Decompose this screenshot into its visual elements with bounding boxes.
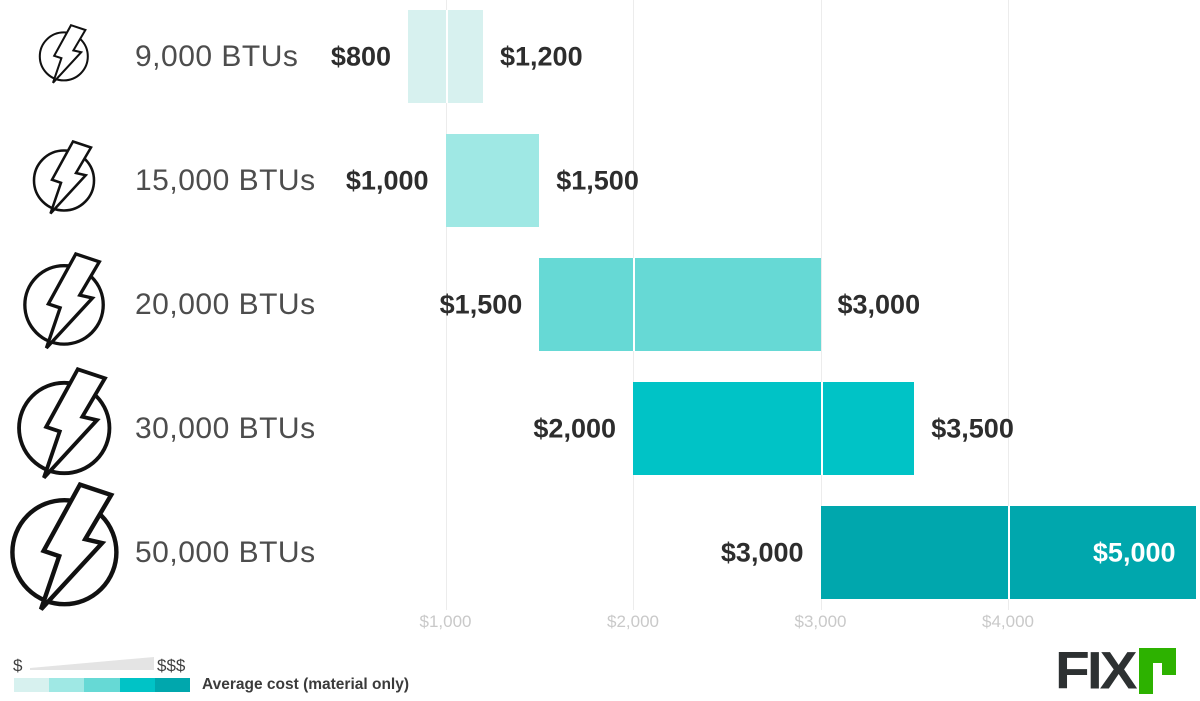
range-bar (445, 134, 540, 227)
legend-wedge-icon (30, 657, 154, 670)
lightning-bolt-icon (10, 367, 123, 485)
x-tick-label: $1,000 (419, 612, 472, 631)
category-label: 30,000 BTUs (135, 411, 316, 445)
lightning-bolt-icon (2, 482, 132, 617)
category-label: 50,000 BTUs (135, 535, 316, 569)
bar-gridline-gap (633, 258, 635, 351)
legend-swatch (49, 678, 85, 692)
x-tick-label: $2,000 (607, 612, 659, 631)
max-price-label: $1,500 (556, 165, 639, 195)
min-price-label: $1,000 (345, 165, 429, 195)
min-price-label: $2,000 (533, 413, 616, 443)
legend-swatch (154, 678, 191, 692)
legend-label: Average cost (material only) (202, 676, 410, 693)
legend-swatch (119, 678, 155, 692)
range-bar (539, 258, 821, 351)
lightning-bolt-icon (17, 251, 115, 355)
bar-gridline-gap (820, 382, 823, 475)
max-price-label: $5,000 (1092, 537, 1176, 567)
lightning-bolt-icon (28, 139, 103, 220)
category-label: 15,000 BTUs (135, 163, 316, 197)
max-price-label: $3,000 (837, 289, 921, 319)
category-label: 20,000 BTUs (135, 287, 316, 321)
legend-swatch (84, 678, 120, 692)
range-bar (633, 382, 915, 475)
bar-gridline-gap (1008, 506, 1010, 599)
legend-scale-max: $$$ (157, 656, 186, 675)
x-tick-label: $4,000 (982, 612, 1034, 631)
max-price-label: $1,200 (500, 41, 583, 71)
fixr-logo-text: FIX (1055, 641, 1138, 701)
fixr-logo: FIX (1055, 641, 1195, 701)
category-label: 9,000 BTUs (135, 39, 299, 73)
fixr-logo-r-icon (1138, 648, 1176, 694)
lightning-bolt-icon (35, 24, 95, 89)
grid-line (820, 0, 822, 610)
grid-line (445, 0, 447, 610)
legend-swatch (14, 678, 50, 692)
min-price-label: $800 (330, 41, 391, 71)
min-price-label: $3,000 (720, 537, 804, 567)
min-price-label: $1,500 (439, 289, 523, 319)
grid-line (1008, 0, 1009, 610)
bar-gridline-gap (445, 10, 448, 103)
legend-color-scale (14, 678, 191, 692)
legend-scale-min: $ (13, 656, 23, 675)
max-price-label: $3,500 (931, 413, 1014, 443)
x-tick-label: $3,000 (794, 612, 847, 631)
